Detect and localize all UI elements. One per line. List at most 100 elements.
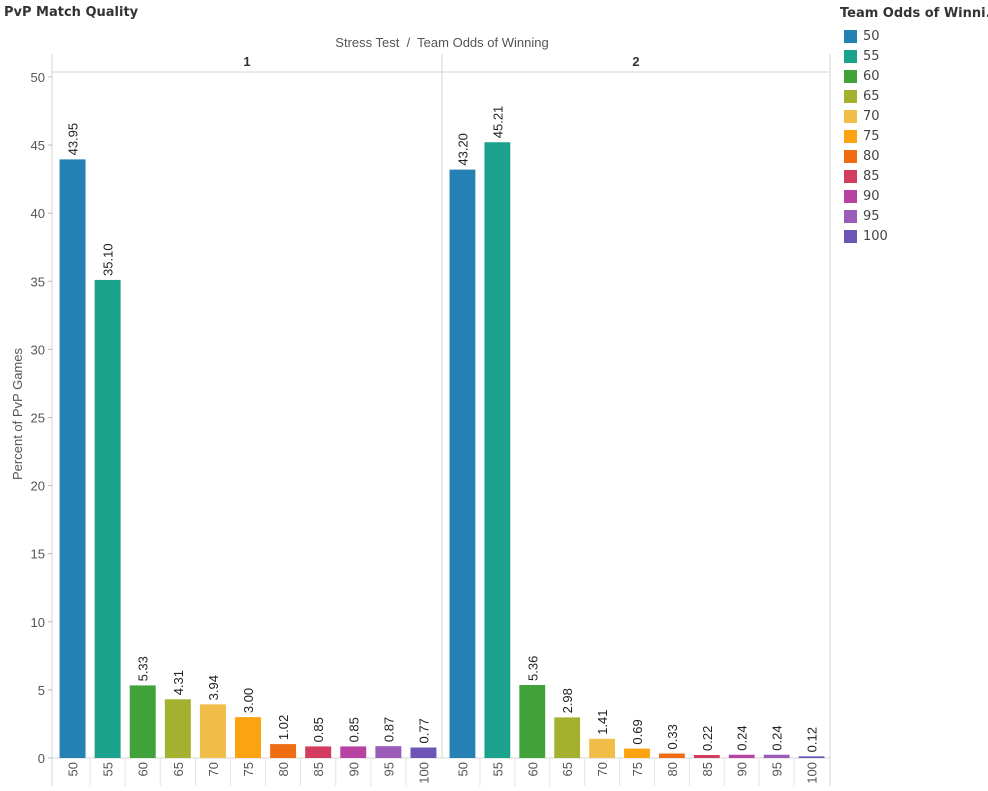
legend-item[interactable]: 65: [840, 86, 988, 106]
x-tick-label: 65: [560, 762, 575, 776]
x-tick-label: 100: [805, 762, 820, 784]
y-tick-label: 0: [38, 751, 45, 766]
x-tick-label: 95: [770, 762, 785, 776]
data-label: 43.95: [66, 123, 81, 156]
data-label: 4.31: [171, 670, 186, 695]
x-tick-label: 75: [241, 762, 256, 776]
legend-swatch: [844, 149, 857, 163]
legend-swatch: [844, 29, 857, 43]
bar-1-55: [94, 279, 121, 758]
legend-label: 85: [863, 168, 880, 184]
data-label: 1.41: [595, 709, 610, 734]
legend-items: 50 55 60 65 70 75 80 85 90 95 100: [840, 26, 988, 246]
legend-item[interactable]: 80: [840, 146, 988, 166]
data-label: 1.02: [276, 715, 291, 740]
legend-label: 75: [863, 128, 880, 144]
panel-header-2: 2: [632, 54, 639, 69]
y-tick-label: 5: [38, 683, 45, 698]
legend-swatch: [844, 89, 857, 103]
bar-1-85: [305, 746, 332, 758]
panel-header-1: 1: [243, 54, 250, 69]
legend-swatch: [844, 169, 857, 183]
x-tick-label: 100: [416, 762, 431, 784]
legend: Team Odds of Winni.. 50 55 60 65 70 75 80 85 90 9…: [840, 6, 988, 246]
panel-1: 1 43.95 50 35.10 55 5.33 60 4.31 65 3.94 70 3.00 75 1…: [59, 54, 437, 786]
legend-swatch: [844, 229, 857, 243]
x-tick-label: 55: [490, 762, 505, 776]
bar-1-70: [199, 704, 226, 758]
y-tick-label: 40: [31, 206, 45, 221]
x-tick-label: 50: [66, 762, 81, 776]
legend-swatch: [844, 129, 857, 143]
bar-1-65: [164, 699, 191, 758]
data-label: 0.22: [700, 726, 715, 751]
panel-2: 2 43.20 50 45.21 55 5.36 60 2.98 65 1.41 70 0.69 75 0…: [449, 54, 825, 786]
data-label: 0.24: [735, 725, 750, 750]
bar-2-90: [728, 754, 755, 758]
x-tick-label: 55: [101, 762, 116, 776]
data-label: 3.00: [241, 688, 256, 713]
y-tick-label: 35: [31, 274, 45, 289]
x-tick-label: 60: [136, 762, 151, 776]
bar-2-65: [554, 717, 581, 758]
legend-item[interactable]: 75: [840, 126, 988, 146]
bar-1-95: [375, 746, 402, 758]
legend-item[interactable]: 50: [840, 26, 988, 46]
x-tick-label: 85: [700, 762, 715, 776]
bar-1-90: [340, 746, 367, 758]
legend-item[interactable]: 100: [840, 226, 988, 246]
legend-item[interactable]: 60: [840, 66, 988, 86]
bar-1-60: [129, 685, 156, 758]
data-label: 5.36: [525, 656, 540, 681]
data-label: 0.87: [381, 717, 396, 742]
x-tick-label: 90: [735, 762, 750, 776]
chart-title: PvP Match Quality: [4, 5, 139, 20]
data-label: 35.10: [101, 243, 116, 276]
bar-1-75: [235, 717, 261, 758]
legend-item[interactable]: 85: [840, 166, 988, 186]
data-label: 0.85: [346, 717, 361, 742]
legend-swatch: [844, 109, 857, 123]
bar-1-80: [270, 744, 297, 758]
legend-label: 50: [863, 28, 880, 44]
legend-label: 100: [863, 228, 888, 244]
x-tick-label: 70: [206, 762, 221, 776]
x-tick-label: 80: [276, 762, 291, 776]
data-label: 5.33: [136, 656, 151, 681]
bar-2-50: [449, 169, 476, 759]
legend-item[interactable]: 90: [840, 186, 988, 206]
x-tick-label: 90: [346, 762, 361, 776]
y-tick-label: 20: [31, 479, 45, 494]
y-tick-label: 45: [31, 138, 45, 153]
x-tick-label: 75: [630, 762, 645, 776]
data-label: 45.21: [490, 106, 505, 139]
y-tick-label: 25: [31, 411, 45, 426]
legend-item[interactable]: 55: [840, 46, 988, 66]
legend-item[interactable]: 95: [840, 206, 988, 226]
bar-2-55: [484, 142, 511, 758]
legend-swatch: [844, 69, 857, 83]
bar-2-75: [624, 748, 650, 758]
bar-2-100: [798, 756, 825, 758]
data-label: 0.12: [805, 727, 820, 752]
legend-label: 95: [863, 208, 880, 224]
y-tick-label: 50: [31, 70, 45, 85]
bar-2-80: [658, 753, 685, 758]
data-label: 0.33: [665, 724, 680, 749]
legend-label: 90: [863, 188, 880, 204]
y-tick-label: 10: [31, 615, 45, 630]
bar-2-85: [693, 755, 720, 758]
legend-title: Team Odds of Winni..: [840, 6, 988, 21]
data-label: 3.94: [206, 675, 221, 700]
legend-swatch: [844, 209, 857, 223]
legend-item[interactable]: 70: [840, 106, 988, 126]
legend-label: 70: [863, 108, 880, 124]
x-tick-label: 60: [525, 762, 540, 776]
header-label: Stress Test / Team Odds of Winning: [335, 35, 548, 50]
legend-swatch: [844, 49, 857, 63]
legend-label: 80: [863, 148, 880, 164]
data-label: 0.24: [770, 725, 785, 750]
data-label: 43.20: [455, 133, 470, 166]
bar-2-60: [519, 684, 546, 758]
